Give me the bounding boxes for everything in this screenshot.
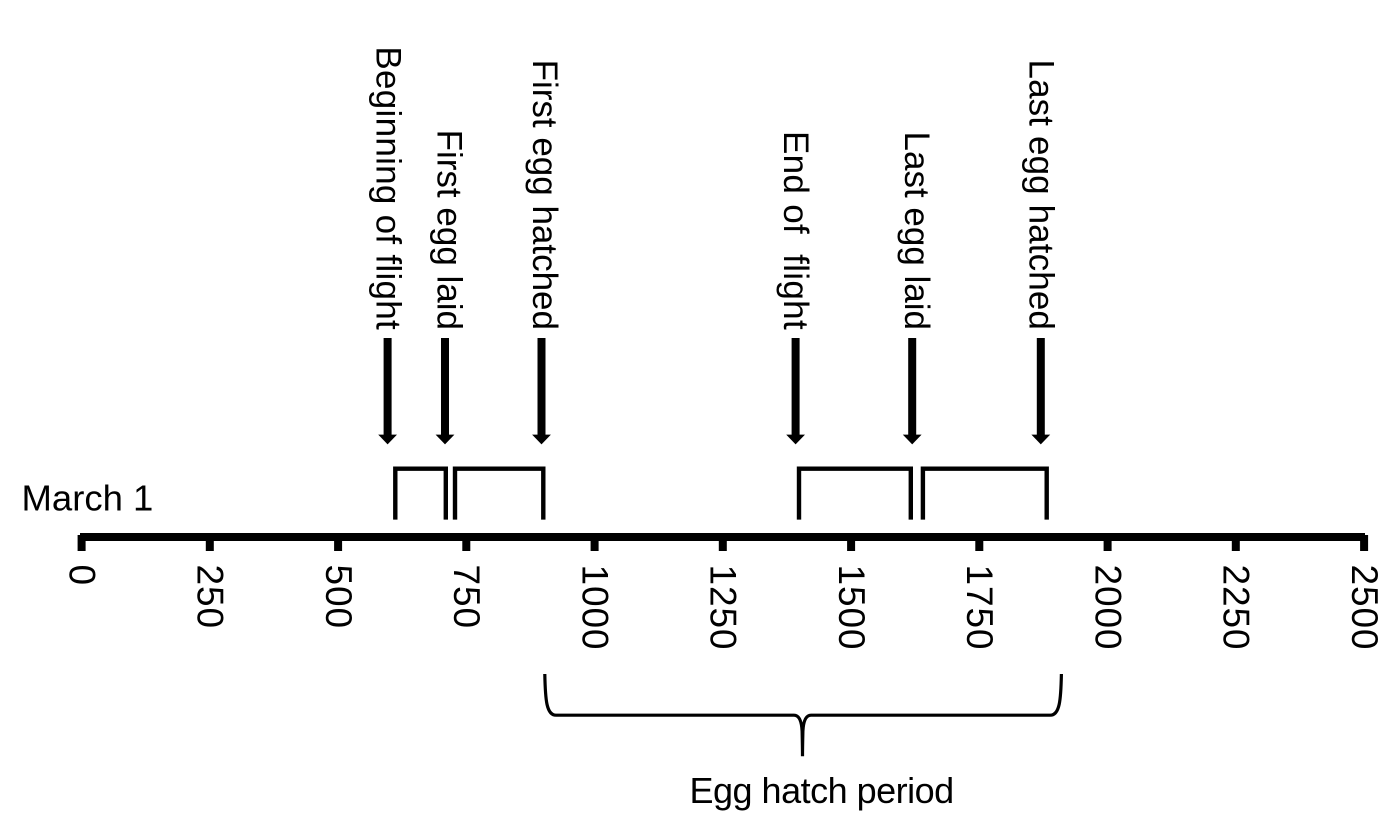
svg-text:First egg laid: First egg laid (430, 130, 469, 330)
svg-text:2000: 2000 (1087, 565, 1128, 651)
svg-text:End of flight: End of flight (776, 131, 815, 330)
svg-text:Last egg laid: Last egg laid (897, 132, 936, 330)
svg-text:0: 0 (61, 565, 102, 586)
svg-text:Last egg hatched: Last egg hatched (1022, 60, 1061, 330)
svg-text:Egg hatch period: Egg hatch period (689, 770, 953, 811)
svg-text:250: 250 (190, 565, 231, 629)
svg-text:1750: 1750 (959, 565, 1000, 651)
svg-text:1000: 1000 (574, 565, 615, 651)
svg-text:2250: 2250 (1216, 565, 1257, 651)
svg-text:1500: 1500 (831, 565, 872, 651)
svg-text:First egg hatched: First egg hatched (525, 60, 564, 330)
svg-text:Beginning of flight: Beginning of flight (369, 46, 408, 330)
svg-text:1250: 1250 (703, 565, 744, 651)
svg-text:500: 500 (318, 565, 359, 629)
svg-text:750: 750 (446, 565, 487, 629)
svg-text:March 1: March 1 (22, 478, 154, 519)
svg-text:2500: 2500 (1344, 565, 1385, 651)
